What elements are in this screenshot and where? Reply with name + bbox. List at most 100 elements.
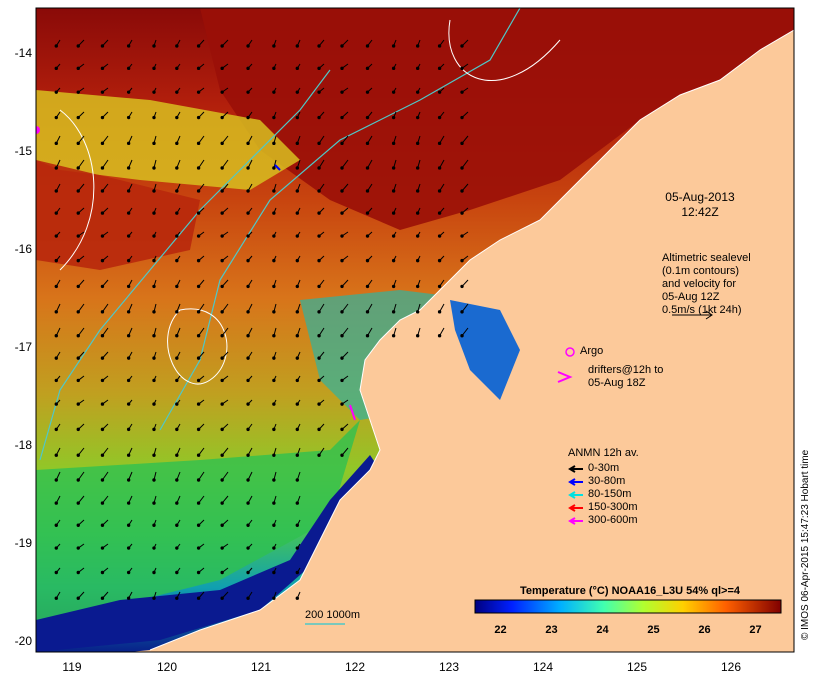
velocity-arrow-head [340,115,344,120]
velocity-arrow-head [340,258,344,263]
velocity-arrow-head [391,90,396,94]
velocity-arrow-head [365,189,370,193]
velocity-arrow-head [340,166,344,170]
velocity-arrow-head [100,284,105,289]
velocity-arrow-head [175,166,179,170]
velocity-arrow-head [246,310,250,314]
velocity-arrow-head [460,334,464,338]
velocity-arrow-head [76,115,80,120]
velocity-arrow-head [340,334,344,338]
velocity-arrow-head [246,402,250,406]
velocity-arrow-head [340,90,344,94]
anmn-legend-item: 80-150m [568,488,639,501]
velocity-arrow-head [76,596,80,600]
velocity-arrow-head [246,115,250,120]
velocity-arrow-head [175,546,179,550]
velocity-arrow-head [100,501,105,505]
drifter-track [349,404,356,421]
velocity-arrow-head [152,546,156,550]
velocity-arrow-head [100,141,105,146]
velocity-arrow-head [272,453,276,457]
velocity-arrow-head [460,189,464,193]
anmn-legend-item: 30-80m [568,475,639,488]
velocity-arrow-head [126,44,131,48]
velocity-arrow-head [317,90,321,94]
velocity-arrow-head [272,478,276,482]
velocity-arrow-head [391,141,396,146]
velocity-arrow-head [196,523,201,527]
velocity-arrow-head [152,596,156,600]
velocity-arrow-head [100,44,105,48]
velocity-arrow-head [246,378,250,383]
velocity-arrow-head [317,258,321,263]
velocity-arrow-head [272,378,276,383]
velocity-arrow-head [365,310,370,314]
velocity-arrow-head [246,258,250,263]
velocity-arrow-head [220,378,224,383]
altimetry-line: (0.1m contours) [662,265,740,277]
velocity-arrow-head [152,189,156,193]
velocity-arrow-head [295,570,300,575]
velocity-arrow-head [415,258,420,263]
velocity-arrow-head [460,44,464,48]
velocity-arrow-head [196,596,201,600]
velocity-arrow-head [196,234,201,238]
velocity-arrow-head [246,427,250,432]
velocity-arrow-head [175,501,179,505]
velocity-arrow-head [54,453,58,457]
isobath-line [39,69,331,461]
yellow-band [36,90,300,190]
velocity-arrow-head [196,501,201,505]
velocity-arrow-head [317,284,321,289]
velocity-arrow-head [76,427,80,432]
velocity-arrow-head [126,402,131,406]
velocity-arrow-head [100,90,105,94]
velocity-arrow-head [100,546,105,550]
velocity-arrow-head [175,334,179,338]
velocity-arrow-head [295,523,300,527]
velocity-arrow-head [54,189,58,193]
velocity-arrow-head [76,234,80,238]
altimetry-note: Altimetric sealevel (0.1m contours) and … [662,252,751,317]
velocity-arrow-head [365,66,370,71]
velocity-arrow-head [460,166,464,170]
velocity-arrow-head [340,378,344,383]
velocity-arrow-head [295,478,300,482]
velocity-arrow-head [76,334,80,338]
velocity-arrow-head [272,310,276,314]
legend-arrow-icon [568,516,583,525]
velocity-arrow-head [272,66,276,71]
velocity-arrow-head [196,378,201,383]
velocity-arrow-head [152,453,156,457]
velocity-arrow-head [76,90,80,94]
velocity-arrow-head [152,523,156,527]
drifter-track [274,164,281,171]
velocity-arrow-head [246,90,250,94]
velocity-arrow-head [175,211,179,215]
red-pocket [36,160,200,270]
velocity-arrow-head [437,334,442,338]
velocity-arrow-head [460,141,464,146]
velocity-arrow-head [126,334,131,338]
velocity-arrow-head [76,356,80,360]
altimetry-line: Altimetric sealevel [662,252,751,264]
velocity-arrow-head [246,211,250,215]
velocity-arrow-head [54,258,58,263]
velocity-arrow-head [220,453,224,457]
velocity-arrow-head [317,356,321,360]
velocity-arrow-head [295,258,300,263]
velocity-arrow-head [152,166,156,170]
velocity-arrow-head [295,310,300,314]
velocity-arrow-head [460,284,464,289]
velocity-arrow-head [365,234,370,238]
velocity-arrow-head [391,44,396,48]
velocity-arrows [54,39,469,600]
velocity-arrow-head [126,546,131,550]
velocity-arrow-head [220,284,224,289]
velocity-arrow-head [391,334,396,338]
velocity-arrow-head [391,310,396,314]
velocity-arrow-head [272,546,276,550]
velocity-arrow-head [76,189,80,193]
velocity-arrow-head [196,211,201,215]
